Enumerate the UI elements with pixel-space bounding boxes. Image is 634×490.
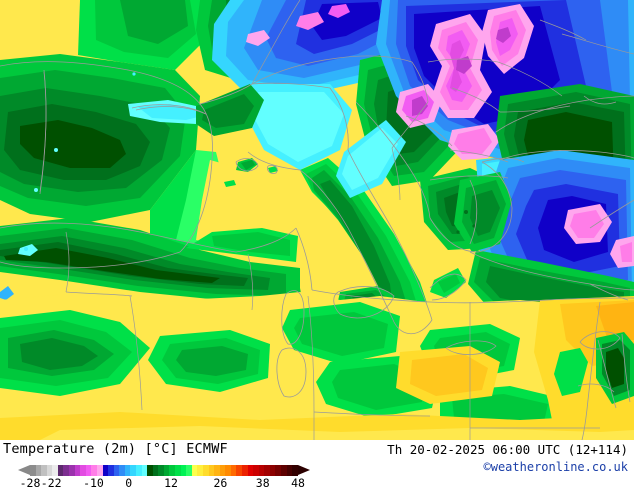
colorbar-swatches — [30, 465, 298, 476]
colorbar-swatch — [108, 465, 114, 476]
colorbar-tick-label: 0 — [125, 476, 133, 490]
colorbar-swatch — [230, 465, 237, 476]
colorbar-swatch — [208, 465, 215, 476]
colorbar-tick-label: -22 — [40, 476, 62, 490]
colorbar-swatch — [69, 465, 75, 476]
colorbar-swatch — [124, 465, 131, 476]
colorbar-swatch — [219, 465, 226, 476]
colorbar-swatch — [197, 465, 203, 476]
colorbar-tick-labels: -28 -22 -10 0 12 26 38 48 — [18, 476, 314, 490]
page-title: Temperature (2m) [°C] ECMWF — [3, 441, 228, 457]
colorbar-swatch — [35, 465, 42, 476]
colorbar-swatch — [119, 465, 125, 476]
colorbar-swatch — [52, 465, 58, 476]
colorbar-swatch — [241, 465, 248, 476]
colorbar-swatch — [186, 465, 192, 476]
colorbar-swatch — [41, 465, 47, 476]
colorbar-swatch — [264, 465, 270, 476]
colorbar-swatch — [152, 465, 159, 476]
colorbar-swatch — [175, 465, 181, 476]
colorbar-swatch — [96, 465, 103, 476]
copyright-label: ©weatheronline.co.uk — [483, 460, 629, 474]
colorbar-swatch — [269, 465, 276, 476]
colorbar-swatch — [74, 465, 81, 476]
temperature-map[interactable] — [0, 0, 634, 440]
forecast-timestamp: Th 20-02-2025 06:00 UTC (12+114) — [387, 442, 628, 457]
colorbar-swatch — [214, 465, 220, 476]
colorbar-tick-label: -28 — [19, 476, 41, 490]
legend-panel: Temperature (2m) [°C] ECMWF Th 20-02-202… — [0, 440, 634, 490]
temperature-field — [0, 0, 634, 440]
colorbar-swatch — [247, 465, 254, 476]
colorbar-tick-label: 12 — [164, 476, 178, 490]
colorbar-swatch — [191, 465, 198, 476]
colorbar-swatch — [158, 465, 164, 476]
colorbar-tick-label: 26 — [213, 476, 228, 490]
colorbar-swatch — [147, 465, 153, 476]
colorbar-swatch — [113, 465, 120, 476]
colorbar-tick-label: 38 — [255, 476, 270, 490]
colorbar-tick-label: 48 — [291, 476, 305, 490]
colorbar-swatch — [292, 465, 298, 476]
colorbar-swatch — [63, 465, 70, 476]
colorbar-high-arrow-icon — [298, 465, 310, 475]
colorbar-swatch — [286, 465, 293, 476]
colorbar: -28 -22 -10 0 12 26 38 48 — [18, 465, 314, 490]
colorbar-swatch — [253, 465, 259, 476]
colorbar-swatch — [57, 465, 64, 476]
colorbar-swatch — [202, 465, 209, 476]
colorbar-swatch — [141, 465, 148, 476]
colorbar-swatch — [275, 465, 282, 476]
colorbar-swatch — [80, 465, 86, 476]
colorbar-swatch — [281, 465, 287, 476]
colorbar-swatch — [135, 465, 142, 476]
colorbar-swatch — [102, 465, 109, 476]
colorbar-swatch — [46, 465, 53, 476]
colorbar-swatch — [169, 465, 176, 476]
colorbar-low-arrow-icon — [18, 465, 30, 475]
colorbar-swatch — [91, 465, 97, 476]
colorbar-swatch — [163, 465, 170, 476]
colorbar-tick-label: -10 — [83, 476, 104, 490]
colorbar-swatch — [236, 465, 242, 476]
colorbar-swatch — [85, 465, 92, 476]
colorbar-swatch — [180, 465, 187, 476]
colorbar-swatch — [30, 465, 36, 476]
colorbar-swatch — [258, 465, 265, 476]
colorbar-swatch — [130, 465, 136, 476]
colorbar-swatch — [225, 465, 231, 476]
